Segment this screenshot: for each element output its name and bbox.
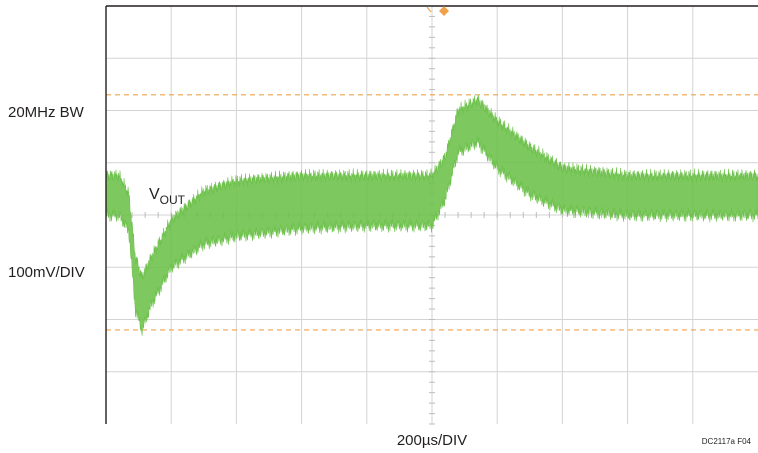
reference-levels (106, 94, 758, 331)
trigger-markers (426, 6, 449, 16)
trigger-diamond-marker (439, 6, 449, 16)
vout-label-main: V (149, 186, 160, 203)
time-scale-label: 200µs/DIV (397, 432, 467, 449)
vout-label-sub: OUT (160, 193, 186, 207)
vout-label: VOUT (149, 186, 186, 207)
vout-trace (105, 94, 758, 336)
trigger-caret-marker (426, 6, 432, 13)
vertical-scale-label: 100mV/DIV (8, 264, 85, 281)
figure-id: DC2117a F04 (702, 437, 752, 446)
scope-frame (105, 5, 758, 424)
bandwidth-label: 20MHz BW (8, 104, 85, 121)
